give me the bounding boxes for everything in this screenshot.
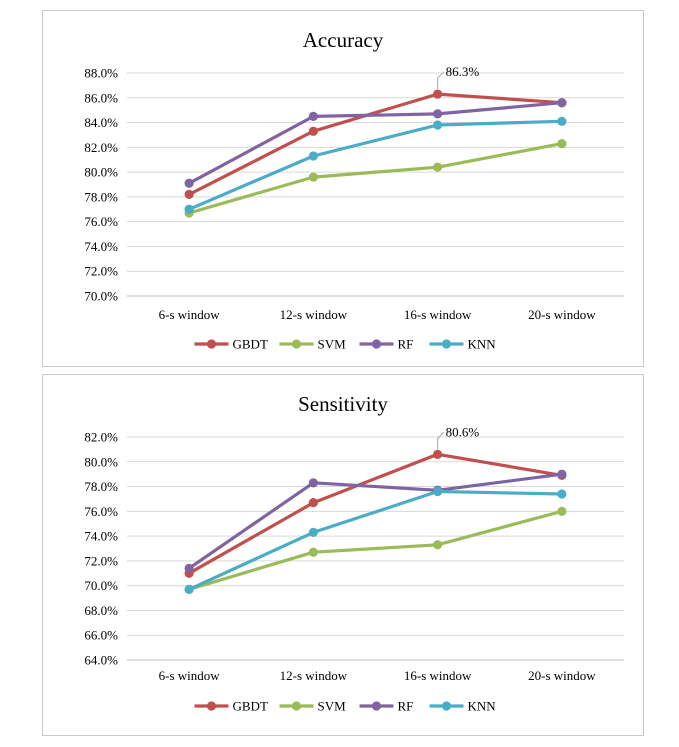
- series-line-rf: [187, 101, 564, 185]
- legend-label: KNN: [468, 699, 497, 714]
- data-point-knn: [184, 584, 194, 594]
- legend-marker-knn: [441, 339, 452, 349]
- data-point-gbdt: [433, 449, 443, 459]
- data-point-knn: [308, 151, 318, 161]
- chart-title: Sensitivity: [298, 392, 388, 416]
- x-tick-label: 12-s window: [280, 307, 348, 322]
- data-point-svm: [308, 172, 318, 182]
- data-point-rf: [184, 178, 194, 188]
- y-tick-label: 70.0%: [84, 289, 118, 304]
- x-tick-label: 20-s window: [528, 668, 596, 683]
- data-point-svm: [308, 547, 318, 557]
- x-tick-label: 6-s window: [159, 307, 221, 322]
- sensitivity-chart-panel: Sensitivity 64.0% 66.0% 68.0% 70.0% 72.0% 74.0…: [42, 374, 644, 736]
- data-point-rf: [308, 478, 318, 488]
- data-point-svm: [557, 506, 567, 516]
- data-point-gbdt: [433, 89, 443, 99]
- accuracy-chart: Accuracy 70.0% 72.0% 74.0% 76.0% 78.0% 80.0% 82…: [84, 28, 624, 352]
- legend-marker-gbdt: [206, 339, 217, 349]
- y-tick-label: 68.0%: [84, 603, 118, 618]
- y-tick-label: 86.0%: [84, 90, 118, 105]
- y-tick-label: 64.0%: [84, 653, 118, 668]
- x-tick-label: 20-s window: [528, 307, 596, 322]
- data-point-rf: [433, 109, 443, 119]
- data-point-knn: [433, 120, 443, 130]
- y-tick-label: 80.0%: [84, 165, 118, 180]
- y-tick-label: 88.0%: [84, 66, 118, 81]
- x-tick-label: 16-s window: [404, 307, 472, 322]
- annotation-leader-line: [437, 71, 444, 90]
- y-tick-label: 66.0%: [84, 628, 118, 643]
- x-tick-label: 16-s window: [404, 668, 472, 683]
- series-line-svm: [187, 142, 564, 215]
- legend-marker-gbdt: [206, 701, 217, 711]
- data-point-gbdt: [308, 498, 318, 508]
- series-line-gbdt: [187, 92, 564, 196]
- data-point-rf: [184, 563, 194, 573]
- data-point-svm: [433, 162, 443, 172]
- data-point-knn: [557, 489, 567, 499]
- legend-label: GBDT: [233, 699, 268, 714]
- data-point-knn: [557, 116, 567, 126]
- y-tick-label: 82.0%: [84, 430, 118, 445]
- series-line-knn: [187, 489, 564, 591]
- y-tick-label: 80.0%: [84, 454, 118, 469]
- data-point-gbdt: [184, 189, 194, 200]
- data-point-knn: [308, 527, 318, 537]
- y-tick-label: 74.0%: [84, 239, 118, 254]
- legend-marker-rf: [371, 339, 382, 349]
- y-tick-label: 78.0%: [84, 189, 118, 204]
- legend-label: RF: [398, 699, 414, 714]
- data-point-rf: [308, 111, 318, 121]
- legend-marker-svm: [291, 339, 302, 349]
- legend-label: SVM: [318, 699, 347, 714]
- annotation-label: 86.3%: [446, 64, 480, 79]
- y-tick-label: 84.0%: [84, 115, 118, 130]
- x-tick-label: 12-s window: [280, 668, 348, 683]
- y-tick-label: 76.0%: [84, 214, 118, 229]
- y-tick-label: 76.0%: [84, 504, 118, 519]
- annotation-leader-line: [437, 431, 444, 450]
- series-line-rf: [187, 472, 564, 570]
- series-line-gbdt: [187, 452, 564, 575]
- y-tick-label: 72.0%: [84, 264, 118, 279]
- annotation-label: 80.6%: [446, 424, 480, 439]
- data-point-svm: [433, 540, 443, 550]
- series-line-svm: [187, 509, 564, 591]
- y-tick-label: 78.0%: [84, 479, 118, 494]
- accuracy-chart-panel: Accuracy 70.0% 72.0% 74.0% 76.0% 78.0% 80.0% 82…: [42, 10, 644, 367]
- legend-label: GBDT: [233, 337, 268, 352]
- legend-marker-knn: [441, 701, 452, 711]
- data-point-rf: [557, 98, 567, 108]
- y-tick-label: 82.0%: [84, 140, 118, 155]
- data-point-knn: [184, 204, 194, 214]
- data-point-gbdt: [308, 126, 318, 136]
- y-tick-label: 74.0%: [84, 529, 118, 544]
- legend-label: RF: [398, 337, 414, 352]
- series-line-knn: [187, 119, 564, 211]
- chart-title: Accuracy: [303, 28, 384, 52]
- x-tick-label: 6-s window: [159, 668, 221, 683]
- data-point-rf: [557, 469, 567, 479]
- legend-label: KNN: [468, 337, 497, 352]
- legend-marker-svm: [291, 701, 302, 711]
- sensitivity-chart: Sensitivity 64.0% 66.0% 68.0% 70.0% 72.0% 74.0…: [84, 392, 624, 714]
- y-tick-label: 70.0%: [84, 578, 118, 593]
- legend-marker-rf: [371, 701, 382, 711]
- data-point-knn: [433, 486, 443, 497]
- y-tick-label: 72.0%: [84, 553, 118, 568]
- data-point-svm: [557, 139, 567, 149]
- legend-label: SVM: [318, 337, 347, 352]
